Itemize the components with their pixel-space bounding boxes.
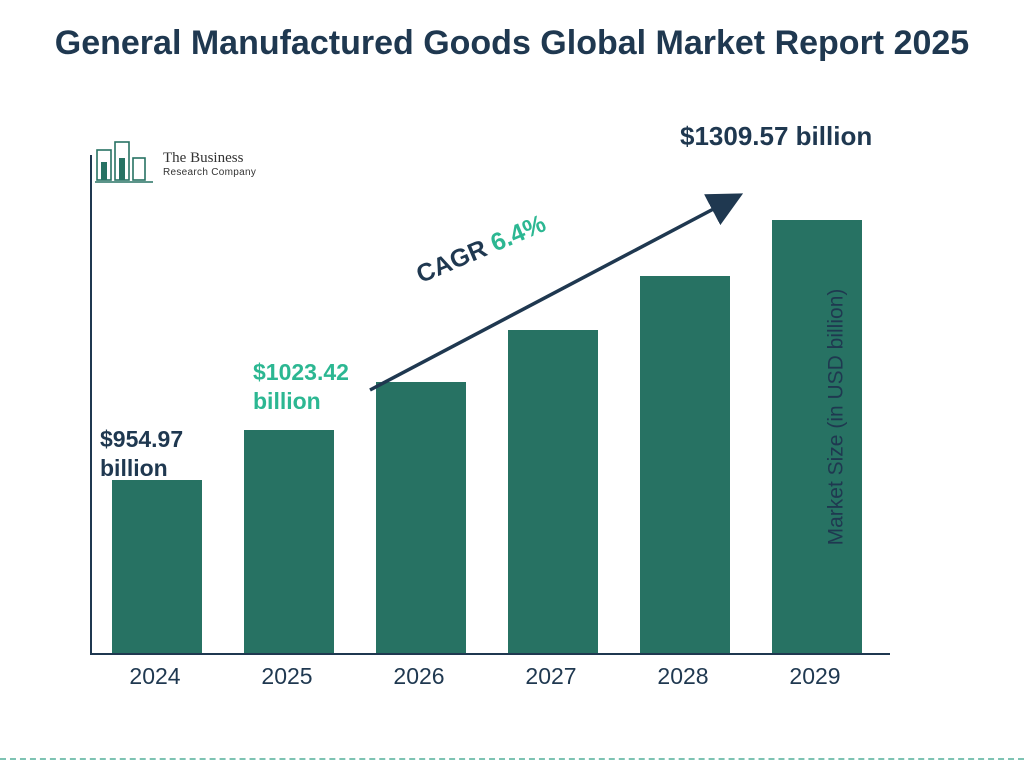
chart-title: General Manufactured Goods Global Market… — [0, 0, 1024, 65]
value-label-2024: $954.97 billion — [100, 425, 183, 483]
x-label-2029: 2029 — [770, 663, 860, 690]
value-2029-l1: $1309.57 billion — [680, 120, 872, 153]
value-label-2029: $1309.57 billion — [680, 120, 872, 153]
x-label-2025: 2025 — [242, 663, 332, 690]
value-label-2025: $1023.42 billion — [253, 358, 349, 416]
value-2024-l2: billion — [100, 454, 183, 483]
bar-2026 — [376, 382, 466, 653]
bar-2024 — [112, 480, 202, 653]
value-2025-l2: billion — [253, 387, 349, 416]
bar-2029 — [772, 220, 862, 654]
bar-2028 — [640, 276, 730, 653]
bar-2027 — [508, 330, 598, 653]
value-2025-l1: $1023.42 — [253, 358, 349, 387]
y-axis-label: Market Size (in USD billion) — [825, 289, 849, 546]
x-label-2027: 2027 — [506, 663, 596, 690]
bottom-dashed-divider — [0, 758, 1024, 760]
x-label-2028: 2028 — [638, 663, 728, 690]
x-label-2026: 2026 — [374, 663, 464, 690]
bar-2025 — [244, 430, 334, 653]
x-label-2024: 2024 — [110, 663, 200, 690]
title-text: General Manufactured Goods Global Market… — [0, 22, 1024, 65]
chart-area: CAGR 6.4% $954.97 billion $1023.42 billi… — [90, 155, 920, 690]
value-2024-l1: $954.97 — [100, 425, 183, 454]
